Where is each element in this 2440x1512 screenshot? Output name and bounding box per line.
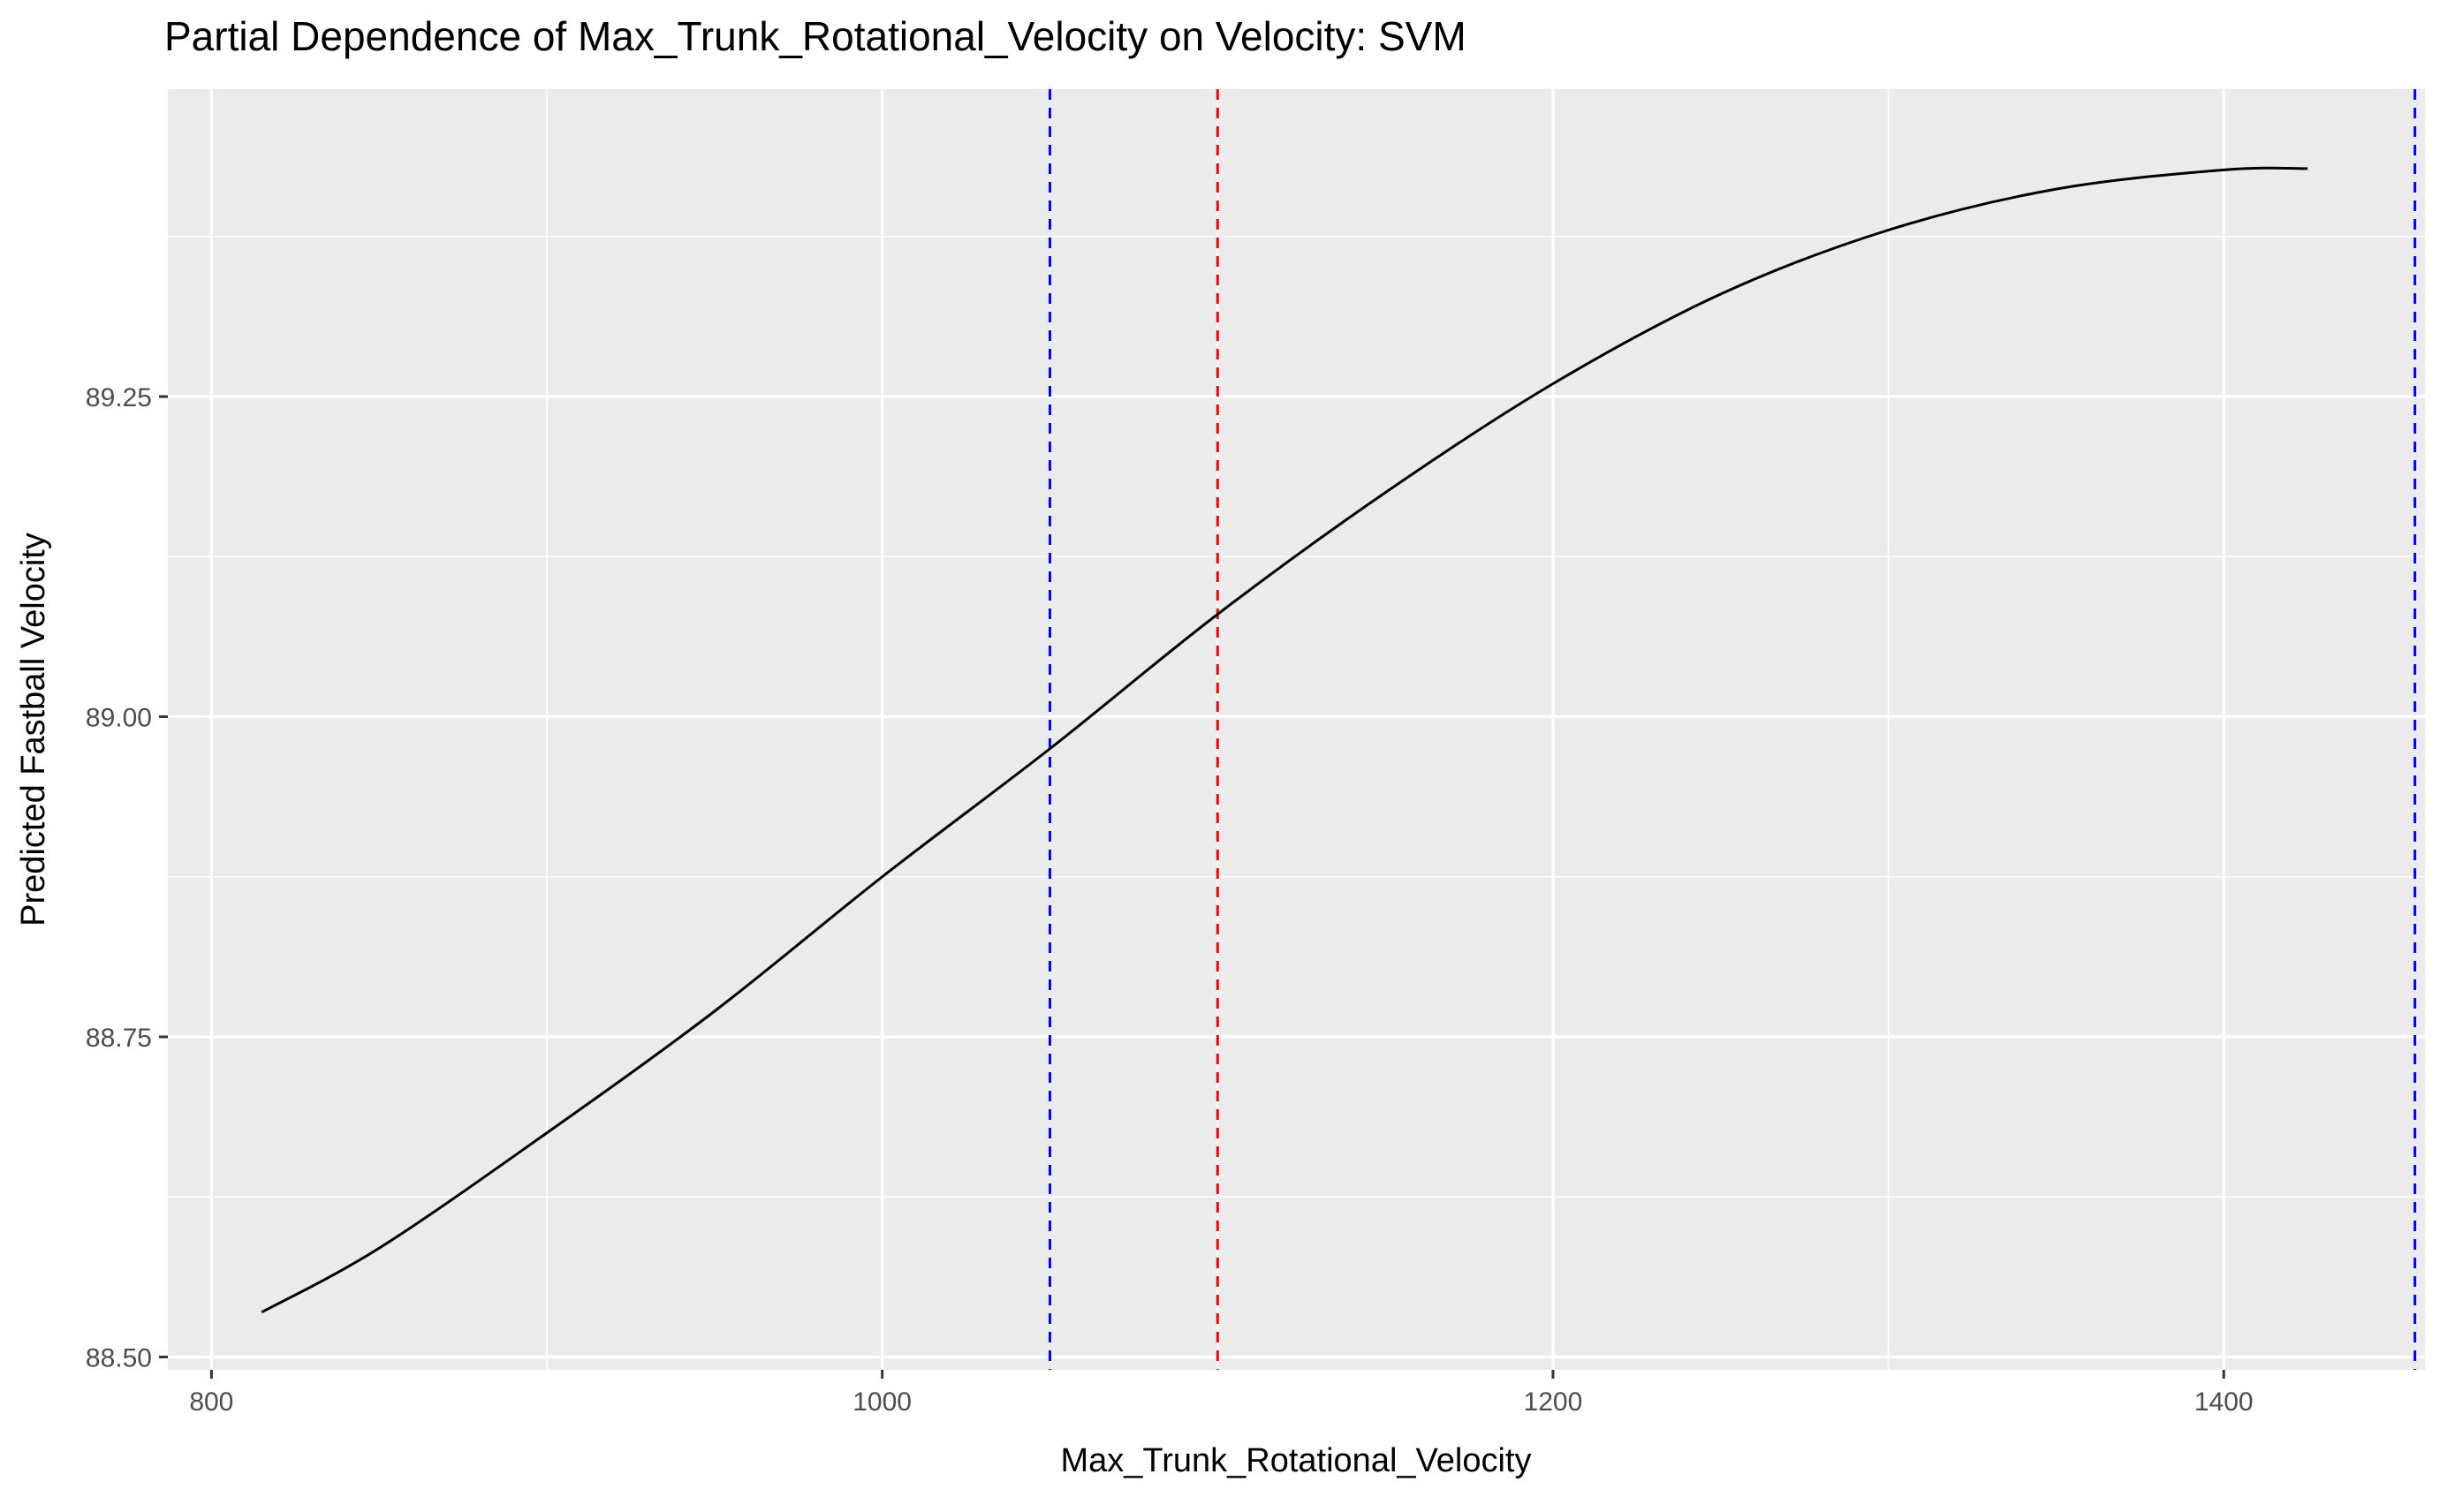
chart-title: Partial Dependence of Max_Trunk_Rotation… [164, 13, 1466, 59]
y-tick-label: 88.50 [86, 1344, 152, 1373]
x-axis-ticks: 800 1000 1200 1400 [189, 1370, 2254, 1417]
reference-lines [1048, 89, 2417, 1370]
x-tick-label: 800 [189, 1387, 233, 1417]
x-tick-label: 1400 [2194, 1387, 2254, 1417]
x-axis-title: Max_Trunk_Rotational_Velocity [1061, 1442, 1532, 1479]
series-layer [261, 166, 2308, 1314]
y-tick-label: 88.75 [86, 1024, 152, 1053]
major-gridlines [168, 89, 2425, 1370]
x-tick-label: 1000 [852, 1387, 912, 1417]
y-axis-title: Predicted Fastball Velocity [15, 533, 52, 926]
series-line-1 [261, 166, 2308, 1314]
x-tick-label: 1200 [1524, 1387, 1583, 1417]
y-tick-label: 89.25 [86, 383, 152, 412]
plot-panel [168, 89, 2425, 1370]
y-axis-ticks: 88.50 88.75 89.00 89.25 [86, 383, 168, 1373]
y-tick-label: 89.00 [86, 704, 152, 733]
